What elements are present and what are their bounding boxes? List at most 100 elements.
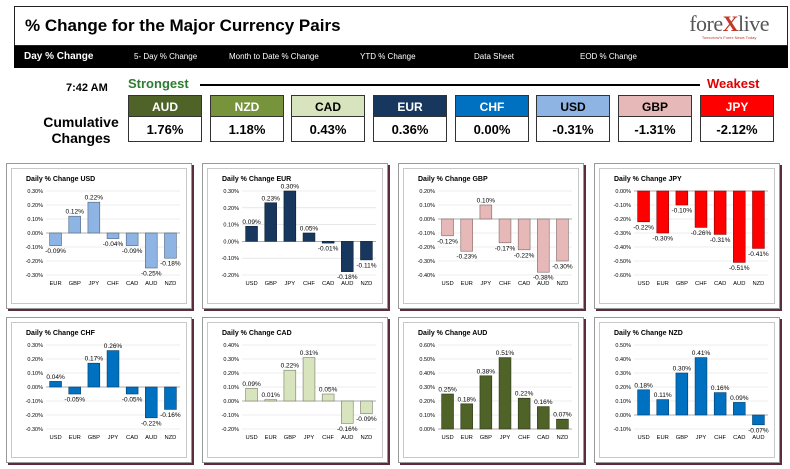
y-tick-label: 0.10% bbox=[419, 203, 435, 209]
bar-aud bbox=[341, 241, 354, 272]
x-tick-label: EUR bbox=[69, 435, 81, 441]
x-tick-label: EUR bbox=[657, 435, 669, 441]
y-tick-label: 0.10% bbox=[419, 413, 435, 419]
nav-ytd-change[interactable]: YTD % Change bbox=[360, 52, 416, 61]
chart-panel-jpy: Daily % Change JPY 0.00% -0.10% -0.20% -0.30… bbox=[594, 163, 780, 309]
y-tick-label: 0.00% bbox=[27, 385, 43, 391]
x-tick-label: AUD bbox=[341, 435, 353, 441]
chart-frame-aud: Daily % Change AUD 0.60% 0.50% 0.40% 0.30% 0.… bbox=[403, 322, 579, 458]
x-tick-label: GBP bbox=[676, 281, 688, 287]
nav-5-day-change[interactable]: 5- Day % Change bbox=[134, 52, 198, 61]
bar-eur bbox=[49, 232, 62, 246]
bar-usd bbox=[637, 389, 650, 416]
y-tick-label: 0.00% bbox=[223, 239, 239, 245]
pair-value-chf: 0.00% bbox=[455, 117, 529, 142]
chart-title: Daily % Change CAD bbox=[222, 330, 292, 337]
weakest-label: Weakest bbox=[707, 76, 760, 91]
nav-day-change[interactable]: Day % Change bbox=[24, 51, 94, 62]
data-label: 0.16% bbox=[534, 399, 553, 406]
x-tick-label: NZD bbox=[360, 281, 372, 287]
y-tick-label: -0.30% bbox=[418, 259, 436, 265]
y-tick-label: 0.10% bbox=[27, 217, 43, 223]
data-label: -0.09% bbox=[356, 416, 377, 423]
chart-title: Daily % Change CHF bbox=[26, 330, 96, 337]
y-tick-label: 0.50% bbox=[615, 343, 631, 349]
bar-cad bbox=[321, 241, 335, 244]
bar-nzd bbox=[164, 232, 177, 259]
x-tick-label: NZD bbox=[556, 435, 568, 441]
bar-eur bbox=[460, 403, 473, 430]
bar-usd bbox=[441, 393, 454, 430]
bar-nzd bbox=[556, 218, 569, 262]
y-tick-label: 0.50% bbox=[419, 357, 435, 363]
y-tick-label: -0.20% bbox=[222, 427, 240, 433]
y-tick-label: -0.20% bbox=[26, 259, 44, 265]
chart-panel-cad: Daily % Change CAD 0.40% 0.30% 0.20% 0.10% 0.… bbox=[202, 317, 388, 463]
x-tick-label: AUD bbox=[537, 281, 549, 287]
pair-name-eur: EUR bbox=[373, 95, 447, 117]
chart-frame-gbp: Daily % Change GBP 0.20% 0.10% 0.00% -0.10% -… bbox=[403, 168, 579, 304]
x-tick-label: EUR bbox=[461, 435, 473, 441]
pair-value-aud: 1.76% bbox=[128, 117, 202, 142]
bar-chf bbox=[321, 393, 335, 402]
x-tick-label: USD bbox=[441, 281, 453, 287]
cumulative-changes-label: Cumulative Changes bbox=[40, 114, 122, 146]
data-label: 0.38% bbox=[477, 368, 496, 375]
bar-cad bbox=[537, 406, 550, 430]
data-label: 0.05% bbox=[300, 226, 319, 233]
chart-panel-aud: Daily % Change AUD 0.60% 0.50% 0.40% 0.30% 0.… bbox=[398, 317, 584, 463]
y-tick-label: 0.30% bbox=[27, 343, 43, 349]
chart-frame-chf: Daily % Change CHF 0.30% 0.20% 0.10% 0.00% -0… bbox=[11, 322, 187, 458]
pair-value-usd: -0.31% bbox=[536, 117, 610, 142]
y-tick-label: 0.40% bbox=[419, 371, 435, 377]
bar-nzd bbox=[164, 386, 177, 410]
pair-jpy: JPY -2.12% bbox=[700, 95, 774, 142]
chart-jpy: Daily % Change JPY 0.00% -0.10% -0.20% -0.30… bbox=[614, 176, 769, 287]
data-label: 0.01% bbox=[261, 392, 280, 399]
data-label: 0.11% bbox=[654, 392, 672, 399]
chart-chf: Daily % Change CHF 0.30% 0.20% 0.10% 0.00% -0… bbox=[26, 330, 181, 441]
nav-eod-change[interactable]: EOD % Change bbox=[580, 52, 637, 61]
y-tick-label: 0.30% bbox=[419, 385, 435, 391]
y-tick-label: 0.10% bbox=[27, 371, 43, 377]
y-tick-label: -0.10% bbox=[614, 203, 632, 209]
logo-wordmark: foreXlive bbox=[689, 11, 769, 37]
x-tick-label: NZD bbox=[556, 281, 568, 287]
pair-value-eur: 0.36% bbox=[373, 117, 447, 142]
x-tick-label: AUD bbox=[752, 435, 764, 441]
nav-data-sheet[interactable]: Data Sheet bbox=[474, 52, 515, 61]
bar-cad bbox=[125, 386, 139, 395]
x-tick-label: CAD bbox=[714, 281, 726, 287]
pair-value-jpy: -2.12% bbox=[700, 117, 774, 142]
bar-usd bbox=[441, 218, 454, 237]
data-label: -0.17% bbox=[495, 245, 516, 252]
x-tick-label: JPY bbox=[696, 435, 707, 441]
chart-cad: Daily % Change CAD0.40%0.30%0.20%0.10%0.… bbox=[222, 330, 377, 441]
bar-chf bbox=[517, 397, 531, 430]
y-tick-label: -0.10% bbox=[418, 231, 436, 237]
x-tick-label: JPY bbox=[89, 281, 100, 287]
data-label: 0.09% bbox=[730, 395, 749, 402]
bar-nzd bbox=[556, 418, 569, 430]
chart-frame-jpy: Daily % Change JPY 0.00% -0.10% -0.20% -0.30… bbox=[599, 168, 775, 304]
forexlive-logo[interactable]: foreXlive Tomorrow's Forex News Today bbox=[689, 11, 769, 40]
pair-name-gbp: GBP bbox=[618, 95, 692, 117]
bar-aud bbox=[733, 190, 746, 263]
data-label: -0.11% bbox=[356, 262, 376, 269]
data-label: 0.18% bbox=[634, 382, 653, 389]
chart-frame-usd: Daily % Change USD 0.30% 0.20% 0.10% 0.00% -0… bbox=[11, 168, 187, 304]
data-label: 0.30% bbox=[281, 184, 300, 191]
data-label: -0.22% bbox=[633, 224, 654, 231]
bar-jpy bbox=[302, 357, 316, 402]
bar-gbp bbox=[68, 215, 81, 234]
cumulative-line1: Cumulative bbox=[43, 114, 119, 130]
data-label: -0.41% bbox=[748, 251, 769, 258]
bar-chf bbox=[713, 392, 727, 416]
bar-usd bbox=[49, 381, 62, 388]
bar-jpy bbox=[694, 357, 708, 416]
pair-aud: AUD 1.76% bbox=[128, 95, 202, 142]
bar-nzd bbox=[360, 400, 373, 414]
bar-aud bbox=[145, 386, 158, 419]
y-tick-label: -0.50% bbox=[614, 259, 632, 265]
nav-month-to-date-change[interactable]: Month to Date % Change bbox=[229, 52, 319, 61]
